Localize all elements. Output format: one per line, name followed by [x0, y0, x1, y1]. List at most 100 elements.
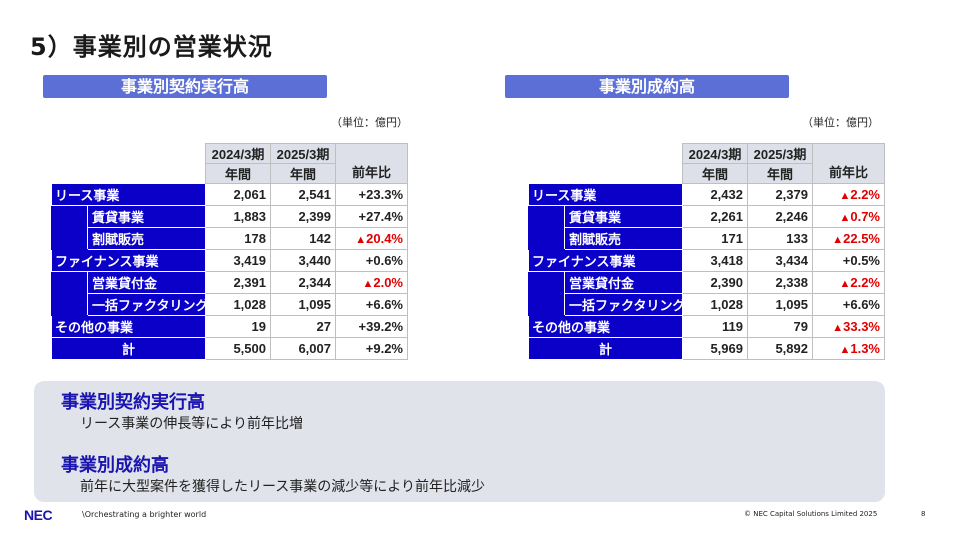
- value-2024: 5,969: [682, 337, 748, 360]
- col-header-change: 前年比: [335, 143, 408, 184]
- summary-text-orders: 前年に大型案件を獲得したリース事業の減少等により前年比減少: [80, 479, 486, 495]
- header-row-period: 2024/3期 2025/3期 前年比: [529, 143, 885, 184]
- row-label: 賃貸事業: [564, 205, 683, 228]
- decrease-triangle-icon: ▲: [839, 190, 851, 202]
- row-label: ファイナンス事業: [51, 249, 206, 272]
- decrease-triangle-icon: ▲: [832, 234, 844, 246]
- col-header-2025: 2025/3期: [270, 143, 336, 164]
- row-label: その他の事業: [528, 315, 683, 338]
- value-2024: 1,028: [682, 293, 748, 316]
- decrease-triangle-icon: ▲: [839, 344, 851, 356]
- table-row: 営業貸付金 2,391 2,344 ▲2.0%: [51, 271, 408, 316]
- table-row: 一括ファクタリング 1,028 1,095 +6.6%: [529, 293, 885, 316]
- table-row: ファイナンス事業 3,418 3,434 +0.5%: [528, 249, 885, 272]
- summary-box: [34, 381, 885, 502]
- change-value: ▲22.5%: [812, 227, 885, 250]
- value-2024: 1,883: [205, 205, 271, 228]
- value-2024: 2,390: [682, 271, 748, 294]
- page-number: 8: [921, 510, 926, 518]
- value-2025: 2,399: [270, 205, 336, 228]
- change-value: ▲33.3%: [812, 315, 885, 338]
- table-row: 割賦販売 178 142 ▲20.4%: [52, 227, 408, 250]
- decrease-triangle-icon: ▲: [832, 322, 844, 334]
- value-2025: 142: [270, 227, 336, 250]
- right-data-table: 2024/3期 2025/3期 前年比 年間 年間 リース事業 2,432 2,…: [528, 143, 885, 360]
- change-amount: 2.2%: [850, 187, 880, 202]
- value-2024: 3,418: [682, 249, 748, 272]
- change-value: +6.6%: [812, 293, 885, 316]
- value-2025: 2,541: [270, 183, 336, 206]
- col-subheader-2025: 年間: [747, 163, 813, 184]
- value-2025: 5,892: [747, 337, 813, 360]
- value-2025: 2,379: [747, 183, 813, 206]
- table-row: ファイナンス事業 3,419 3,440 +0.6%: [51, 249, 408, 272]
- col-header-2025: 2025/3期: [747, 143, 813, 164]
- decrease-triangle-icon: ▲: [362, 278, 374, 290]
- footer-tagline: \Orchestrating a brighter world: [82, 510, 207, 519]
- change-amount: 2.0%: [373, 275, 403, 290]
- row-label: 一括ファクタリング: [87, 293, 206, 316]
- change-value: +9.2%: [335, 337, 408, 360]
- value-2024: 2,061: [205, 183, 271, 206]
- header-blank: [52, 144, 206, 164]
- value-2024: 171: [682, 227, 748, 250]
- table-row: その他の事業 119 79 ▲33.3%: [528, 315, 885, 338]
- col-subheader-2024: 年間: [682, 163, 748, 184]
- value-2024: 1,028: [205, 293, 271, 316]
- row-indent: [528, 205, 565, 250]
- col-header-2024: 2024/3期: [205, 143, 271, 164]
- value-2024: 2,391: [205, 271, 271, 294]
- header-row-sub: 年間 年間: [52, 163, 408, 184]
- row-indent: [528, 271, 565, 316]
- change-amount: 22.5%: [843, 231, 880, 246]
- row-label: リース事業: [51, 183, 206, 206]
- left-section-header: 事業別契約実行高: [43, 75, 327, 98]
- summary-heading-contracts: 事業別契約実行高: [61, 392, 205, 413]
- decrease-triangle-icon: ▲: [839, 278, 851, 290]
- left-data-table: 2024/3期 2025/3期 前年比 年間 年間 リース事業 2,061 2,…: [51, 143, 408, 360]
- table-row: 賃貸事業 1,883 2,399 +27.4%: [51, 205, 408, 250]
- change-value: +39.2%: [335, 315, 408, 338]
- value-2024: 5,500: [205, 337, 271, 360]
- change-value: ▲2.0%: [335, 271, 408, 294]
- value-2025: 27: [270, 315, 336, 338]
- table-row: その他の事業 19 27 +39.2%: [51, 315, 408, 338]
- change-value: +23.3%: [335, 183, 408, 206]
- row-label: 計: [51, 337, 206, 360]
- change-value: ▲0.7%: [812, 205, 885, 228]
- value-2025: 133: [747, 227, 813, 250]
- table-row-total: 計 5,969 5,892 ▲1.3%: [528, 337, 885, 360]
- change-value: ▲2.2%: [812, 183, 885, 206]
- row-label: 一括ファクタリング: [564, 293, 683, 316]
- summary-heading-orders: 事業別成約高: [61, 455, 169, 476]
- col-header-change: 前年比: [812, 143, 885, 184]
- row-label: 計: [528, 337, 683, 360]
- change-amount: 2.2%: [850, 275, 880, 290]
- table-row: リース事業 2,061 2,541 +23.3%: [51, 183, 408, 206]
- value-2025: 2,338: [747, 271, 813, 294]
- row-label: 割賦販売: [87, 227, 206, 250]
- summary-text-contracts: リース事業の伸長等により前年比増: [80, 416, 304, 432]
- change-value: ▲20.4%: [335, 227, 408, 250]
- header-blank: [52, 164, 206, 184]
- right-section-header: 事業別成約高: [505, 75, 789, 98]
- change-value: +0.5%: [812, 249, 885, 272]
- change-value: +6.6%: [335, 293, 408, 316]
- header-row-period: 2024/3期 2025/3期 前年比: [52, 143, 408, 184]
- value-2025: 1,095: [747, 293, 813, 316]
- col-header-2024: 2024/3期: [682, 143, 748, 164]
- value-2025: 3,440: [270, 249, 336, 272]
- change-value: ▲2.2%: [812, 271, 885, 294]
- row-label: 賃貸事業: [87, 205, 206, 228]
- table-row: 一括ファクタリング 1,028 1,095 +6.6%: [52, 293, 408, 316]
- nec-logo: NEC: [24, 507, 53, 523]
- change-value: +27.4%: [335, 205, 408, 228]
- change-value: +0.6%: [335, 249, 408, 272]
- change-value: ▲1.3%: [812, 337, 885, 360]
- table-row: リース事業 2,432 2,379 ▲2.2%: [528, 183, 885, 206]
- value-2024: 3,419: [205, 249, 271, 272]
- page-title: 5）事業別の営業状況: [30, 33, 273, 61]
- decrease-triangle-icon: ▲: [839, 212, 851, 224]
- value-2024: 178: [205, 227, 271, 250]
- header-blank: [529, 164, 683, 184]
